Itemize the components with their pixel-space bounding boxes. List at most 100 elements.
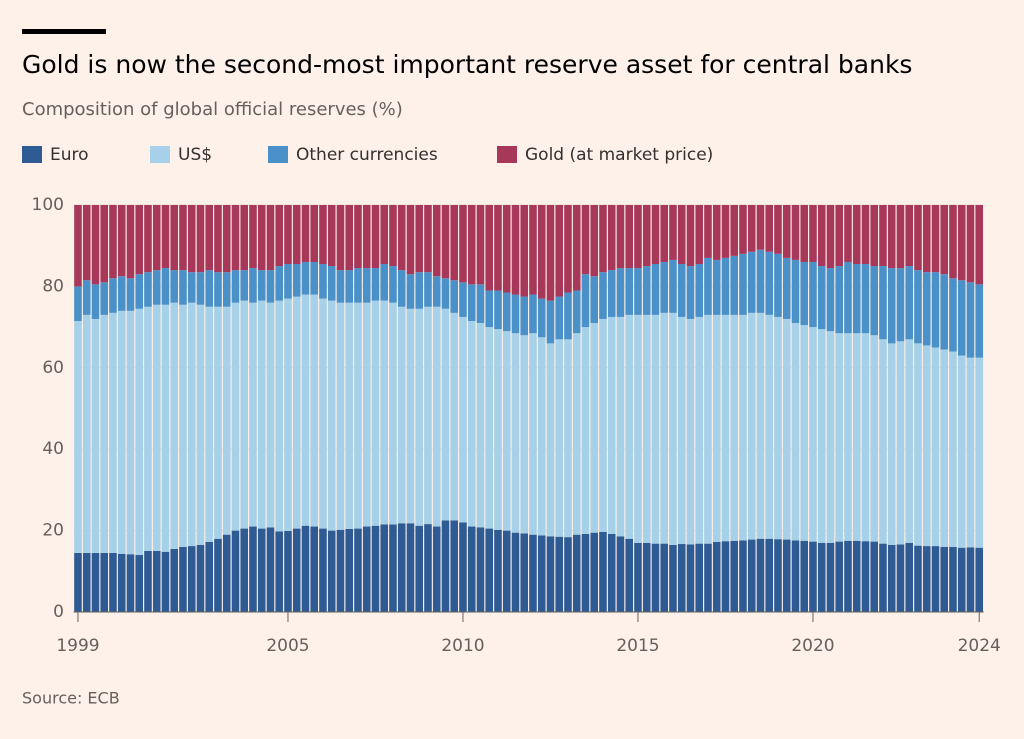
bar-segment [74,320,82,553]
bar-segment [704,543,712,612]
bar-segment [625,205,634,269]
bar-segment [914,205,922,271]
bar-segment [135,555,144,612]
bar-segment [441,278,450,309]
bar-segment [511,333,520,533]
bar-segment [441,308,450,521]
y-tick-label: 100 [32,195,64,215]
bar-segment [677,544,686,612]
bar-segment [607,533,616,612]
bar-segment [511,294,520,334]
bar-segment [109,278,117,313]
bar-segment [301,261,310,295]
bar-segment [450,312,459,521]
bar-segment [415,308,424,526]
bar-segment [222,205,231,273]
bar-segment [327,266,336,301]
bar-segment [126,310,135,555]
bar-segment [546,536,555,612]
bar-segment [494,290,502,330]
bar-segment [861,264,870,334]
bar-segment [887,343,896,545]
bar-segment [179,304,187,547]
bar-segment [879,543,887,612]
bar-segment [170,548,179,612]
bar-segment [747,539,756,612]
bar-segment [599,272,607,319]
bar-segment [494,329,502,530]
bar-segment [476,284,485,324]
bar-segment [852,333,861,541]
x-tick-label: 2024 [958,636,1001,656]
bar-segment [704,205,712,258]
bar-segment [214,205,222,273]
bar-segment [74,205,82,287]
bar-segment [957,205,966,281]
bar-segment [327,300,336,531]
bar-segment [336,529,345,612]
bar-segment [257,528,266,612]
bar-segment [292,205,301,265]
bar-segment [599,531,607,612]
bar-segment [152,304,161,551]
bar-segment [844,205,852,262]
bar-segment [590,532,599,612]
bar-segment [861,205,870,265]
bar-segment [537,337,546,536]
legend-swatch [268,146,288,163]
bar-segment [721,314,730,542]
bar-segment [319,528,327,612]
bar-segment [476,323,485,528]
bar-segment [590,205,599,277]
bar-segment [765,538,774,612]
bar-segment [214,538,222,612]
bar-segment [949,205,957,279]
bar-segment [354,528,362,612]
bar-segment [660,261,669,313]
brand-bar [22,29,106,34]
bar-segment [756,205,765,250]
bar-segment [336,205,345,271]
legend-label: Euro [50,145,89,165]
bar-segment [782,205,791,258]
bar-segment [450,205,459,281]
bar-segment [249,205,257,269]
bar-segment [371,300,380,526]
bar-segment [327,530,336,612]
bar-segment [686,205,695,267]
bar-segment [905,542,914,612]
bar-segment [730,205,739,256]
bar-segment [354,268,362,303]
bar-segment [730,255,739,315]
bar-segment [765,251,774,315]
bar-segment [231,530,240,612]
bar-segment [424,272,432,307]
bar-segment [607,270,616,317]
bar-segment [879,266,887,340]
bar-segment [389,524,397,612]
bar-segment [144,205,152,273]
bar-segment [852,540,861,612]
bar-segment [896,341,905,545]
bar-segment [485,327,494,529]
bar-segment [791,259,800,324]
bar-segment [249,302,257,527]
bar-segment [397,205,406,271]
bar-segment [126,278,135,311]
bar-segment [677,264,686,317]
bar-segment [581,533,590,612]
bar-segment [852,205,861,265]
bar-segment [765,205,774,252]
bar-segment [546,205,555,301]
bar-segment [485,290,494,328]
bar-segment [870,205,879,267]
bar-segment [371,525,380,612]
bar-segment [249,268,257,303]
bar-segment [634,314,642,543]
bar-segment [240,528,249,612]
bar-segment [406,308,415,524]
bar-segment [896,205,905,269]
bar-segment [424,306,432,525]
bar-segment [240,205,249,271]
